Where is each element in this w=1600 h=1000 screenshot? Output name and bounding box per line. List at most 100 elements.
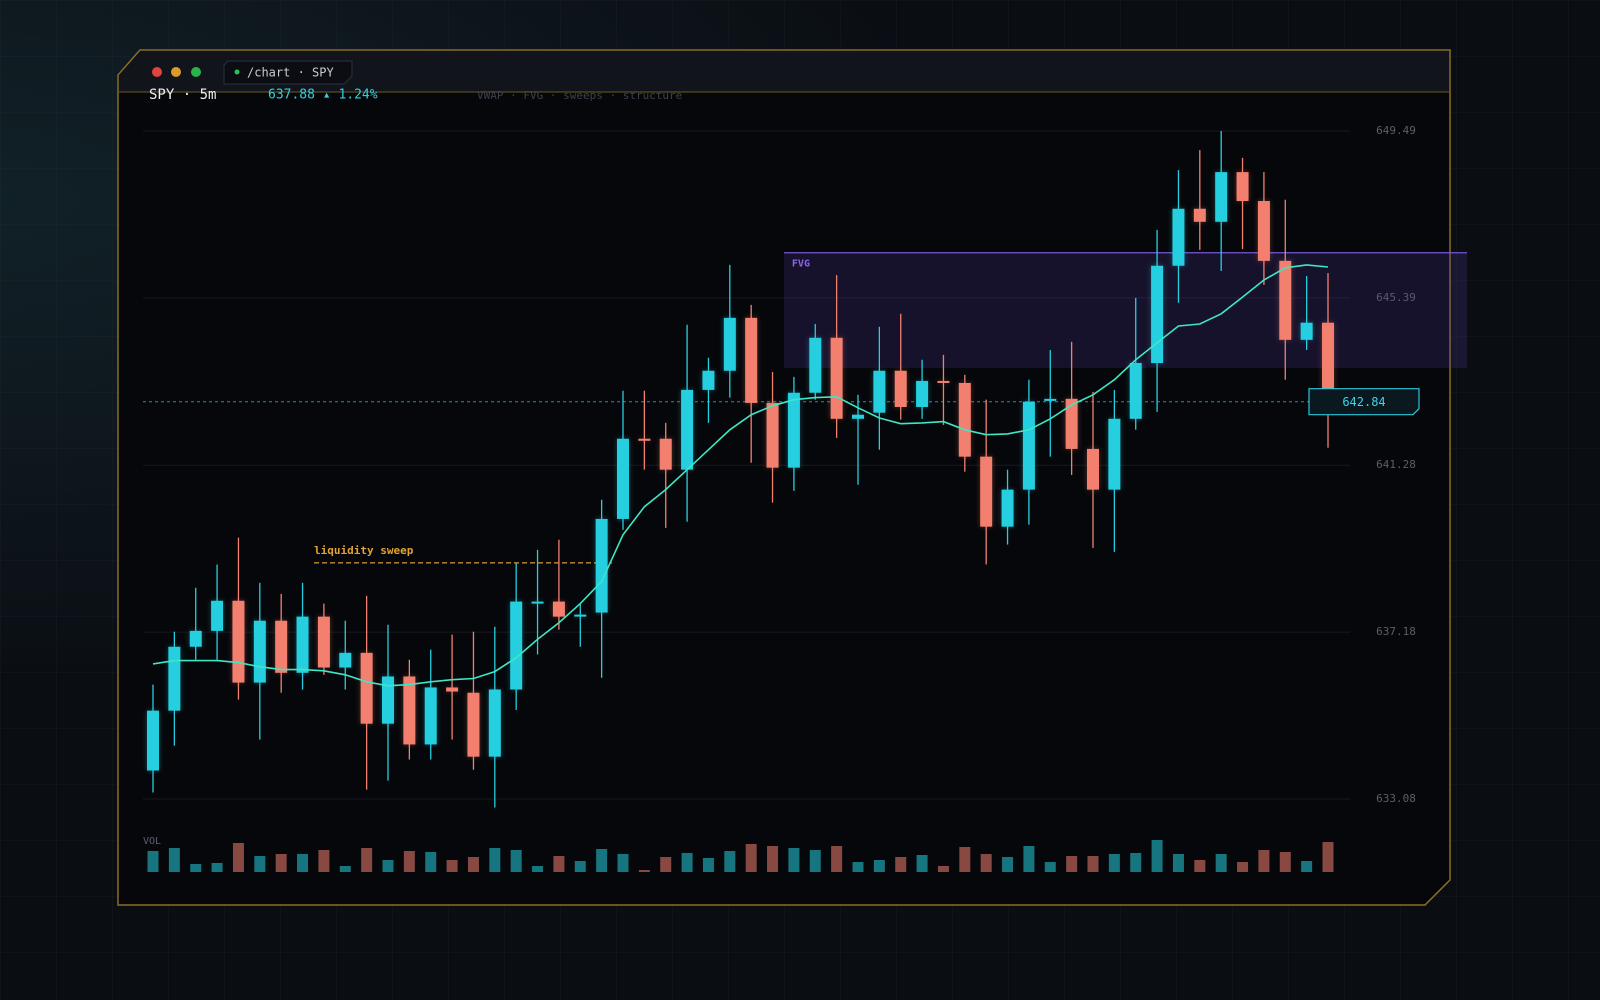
candle-body <box>1215 172 1228 222</box>
candle-body <box>1279 260 1292 340</box>
candle-body <box>830 337 843 419</box>
candle-body <box>510 601 523 690</box>
volume-bar <box>275 854 287 872</box>
volume-bar <box>1215 854 1227 872</box>
volume-bar <box>467 857 479 872</box>
volume-bar <box>1301 861 1313 872</box>
volume-bar <box>339 866 351 872</box>
volume-bar <box>1023 846 1035 872</box>
candle-body <box>1172 208 1185 266</box>
candle-body <box>894 370 907 407</box>
y-tick-label: 633.08 <box>1376 792 1416 805</box>
volume-bar <box>232 843 244 872</box>
candle-body <box>937 380 950 383</box>
candle-body <box>574 614 587 617</box>
volume-label: VOL <box>143 836 161 847</box>
title-bar <box>119 51 1449 92</box>
candle-body <box>1108 418 1121 490</box>
y-tick-label: 641.28 <box>1376 458 1416 471</box>
candle-body <box>1044 398 1057 401</box>
window-frame <box>117 49 1451 906</box>
candle-body <box>1065 398 1078 449</box>
volume-bar <box>1044 862 1056 872</box>
candle-body <box>317 616 330 668</box>
volume-bar <box>446 860 458 872</box>
candle-body <box>446 687 459 692</box>
volume-bar <box>767 846 779 872</box>
last-price-label: 642.84 <box>1342 395 1385 409</box>
volume-bar <box>1108 854 1120 872</box>
chart-title: SPY · 5m <box>149 87 216 103</box>
tab-status-dot <box>234 69 240 75</box>
volume-bar <box>660 857 672 872</box>
volume-bar <box>617 854 629 872</box>
candle-body <box>681 389 694 470</box>
volume-bar <box>489 848 501 872</box>
volume-bar <box>702 858 714 872</box>
volume-bar <box>916 855 928 872</box>
volume-bar <box>895 857 907 872</box>
y-tick-label: 645.39 <box>1376 291 1416 304</box>
sweep-label: liquidity sweep <box>314 544 414 557</box>
candle-body <box>168 646 181 711</box>
candle-body <box>1193 208 1206 222</box>
volume-bar <box>1194 860 1206 872</box>
volume-bar <box>1279 852 1291 872</box>
volume-bar <box>254 856 266 872</box>
fvg-zone <box>783 252 1467 368</box>
candle-body <box>638 438 651 441</box>
volume-bar <box>168 848 180 872</box>
candle-body <box>916 380 929 407</box>
candle-body <box>723 317 736 371</box>
close-button[interactable] <box>152 67 162 77</box>
overlays-label: VWAP · FVG · sweeps · structure <box>477 89 682 102</box>
volume-bar <box>1151 840 1163 872</box>
volume-bar <box>724 851 736 872</box>
candle-body <box>745 317 758 403</box>
candle-body <box>339 652 352 668</box>
candle-body <box>702 370 715 390</box>
candle-body <box>232 600 245 683</box>
candle-body <box>980 456 993 527</box>
candle-body <box>766 402 779 468</box>
volume-bar <box>553 856 565 872</box>
candle-body <box>360 652 373 724</box>
volume-bar <box>809 850 821 872</box>
volume-bar <box>532 866 544 872</box>
volume-bar <box>831 846 843 872</box>
last-price-tag <box>1308 388 1420 416</box>
tab[interactable] <box>223 60 353 85</box>
minimize-button[interactable] <box>171 67 181 77</box>
candle-body <box>211 600 224 631</box>
volume-bar <box>318 850 330 872</box>
volume-bar <box>1066 856 1078 872</box>
volume-bar <box>638 870 650 872</box>
volume-bar <box>1087 856 1099 872</box>
volume-bar <box>297 854 309 872</box>
volume-bar <box>681 853 693 872</box>
volume-bar <box>574 861 586 872</box>
candle-body <box>873 370 886 413</box>
candle-body <box>147 710 159 771</box>
candle-body <box>1322 322 1334 402</box>
volume-bar <box>1258 850 1270 872</box>
volume-bar <box>403 851 415 872</box>
candle-body <box>1001 489 1014 527</box>
tab-label: /chart · SPY <box>247 66 334 80</box>
volume-bar <box>788 848 800 872</box>
candle-body <box>958 382 971 457</box>
candle-body <box>595 518 608 613</box>
vwap-line <box>152 264 1329 687</box>
candle-body <box>1129 363 1142 419</box>
candle-body <box>403 676 416 745</box>
candle-body <box>1022 401 1035 490</box>
volume-bar <box>745 844 757 872</box>
maximize-button[interactable] <box>191 67 201 77</box>
candle-body <box>424 687 437 745</box>
volume-bar <box>382 860 394 872</box>
volume-bar <box>1172 854 1184 872</box>
candle-body <box>189 630 202 647</box>
candle-body <box>488 689 501 757</box>
